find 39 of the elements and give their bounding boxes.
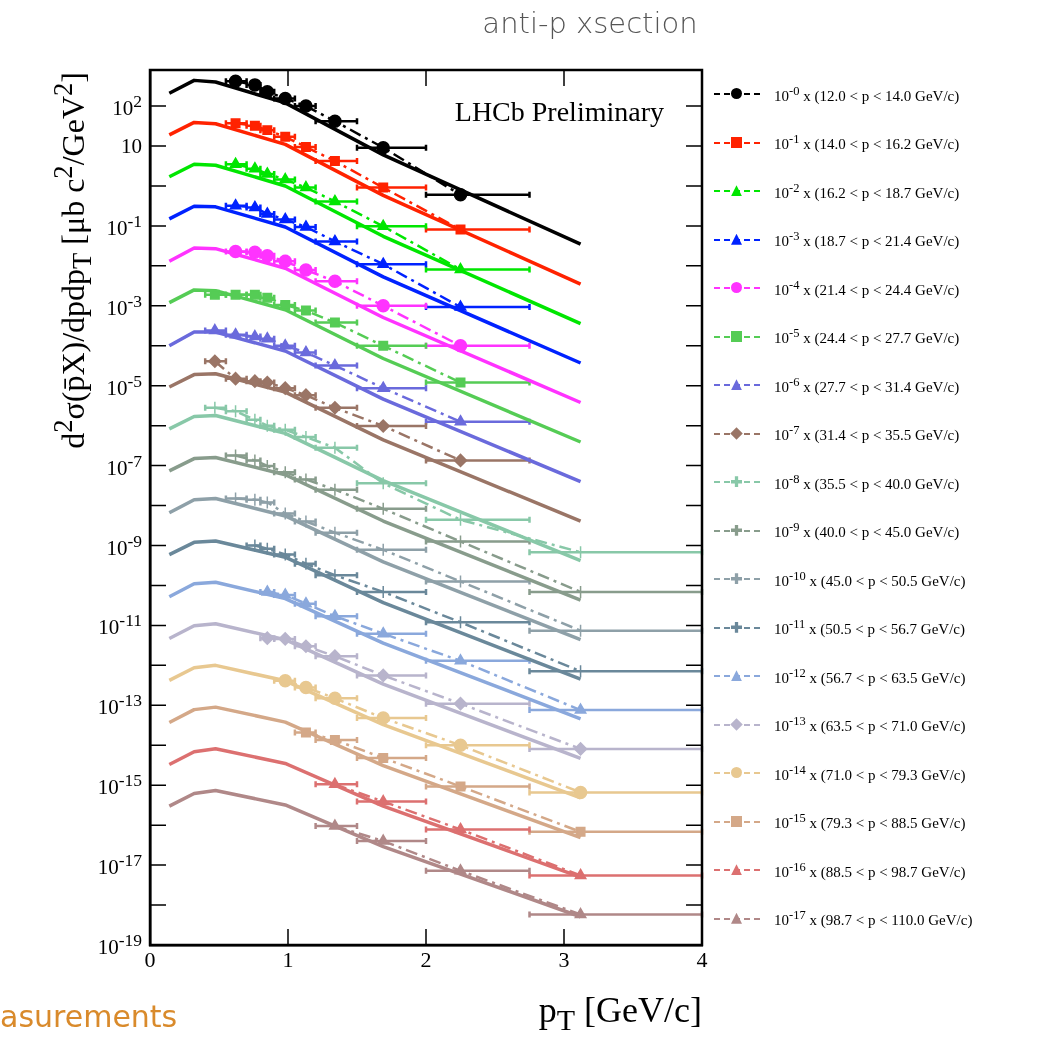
y-tick-label: 10$^{-19}$: [96, 930, 142, 960]
y-tick-label: 10$^{-13}$: [96, 690, 142, 721]
legend-label: 10$^{-16}$ x (88.5 < p < 98.7 GeV/c): [774, 859, 966, 881]
x-tick-label: 3: [558, 946, 570, 972]
y-tick-label: 10$^{-5}$: [106, 370, 142, 400]
x-axis-title: p$_{T}$ [GeV/c]: [538, 989, 702, 1038]
x-tick-label: 2: [420, 946, 432, 972]
legend-label: 10$^{-14}$ x (71.0 < p < 79.3 GeV/c): [774, 762, 966, 784]
legend-label: 10$^{-5}$ x (24.4 < p < 27.7 GeV/c): [774, 326, 960, 348]
legend-label: 10$^{-8}$ x (35.5 < p < 40.0 GeV/c): [774, 471, 960, 493]
legend-label: 10$^{-10}$ x (45.0 < p < 50.5 GeV/c): [774, 568, 966, 590]
legend-label: 10$^{-7}$ x (31.4 < p < 35.5 GeV/c): [774, 423, 960, 445]
legend-label: 10$^{-15}$ x (79.3 < p < 88.5 GeV/c): [774, 811, 966, 833]
legend-label: 10$^{-13}$ x (63.5 < p < 71.0 GeV/c): [774, 714, 966, 736]
y-tick-label: 10$^{-7}$: [105, 450, 142, 481]
legend-label: 10$^{-2}$ x (16.2 < p < 18.7 GeV/c): [774, 180, 960, 202]
legend-label: 10$^{-6}$ x (27.7 < p < 31.4 GeV/c): [774, 374, 960, 396]
legend-label: 10$^{-1}$ x (14.0 < p < 16.2 GeV/c): [774, 132, 960, 154]
legend-label: 10$^{-4}$ x (21.4 < p < 24.4 GeV/c): [774, 277, 960, 299]
y-tick-label: 10$^{-15}$: [96, 770, 142, 801]
y-tick-label: 10$^{-17}$: [96, 850, 142, 881]
legend-label: 10$^{-3}$ x (18.7 < p < 21.4 GeV/c): [774, 229, 960, 251]
annotation: LHCb Preliminary: [454, 96, 664, 128]
legend-label: 10$^{-17}$ x (98.7 < p < 110.0 GeV/c): [774, 908, 973, 930]
x-tick-label: 4: [696, 946, 708, 972]
y-tick-label: 10$^{-3}$: [106, 290, 142, 320]
legend-label: 10$^{-12}$ x (56.7 < p < 63.5 GeV/c): [774, 665, 966, 687]
legend-label: 10$^{-9}$ x (40.0 < p < 45.0 GeV/c): [774, 520, 960, 542]
x-tick-label: 1: [282, 946, 294, 972]
chart-title: anti-p xsection: [482, 6, 698, 40]
y-tick-label: 10$^{-9}$: [105, 530, 142, 561]
text: asurements: [0, 999, 178, 1034]
y-tick-label: 10: [121, 133, 142, 158]
x-tick-label: 0: [144, 946, 156, 972]
y-tick-label: 10$^{-1}$: [106, 210, 142, 240]
legend-label: 10$^{-11}$ x (50.5 < p < 56.7 GeV/c): [774, 617, 966, 639]
y-tick-label: 10$^{2}$: [112, 91, 142, 121]
legend-label: 10$^{-0}$ x (12.0 < p < 14.0 GeV/c): [774, 83, 960, 105]
y-tick-label: 10$^{-11}$: [97, 610, 142, 641]
